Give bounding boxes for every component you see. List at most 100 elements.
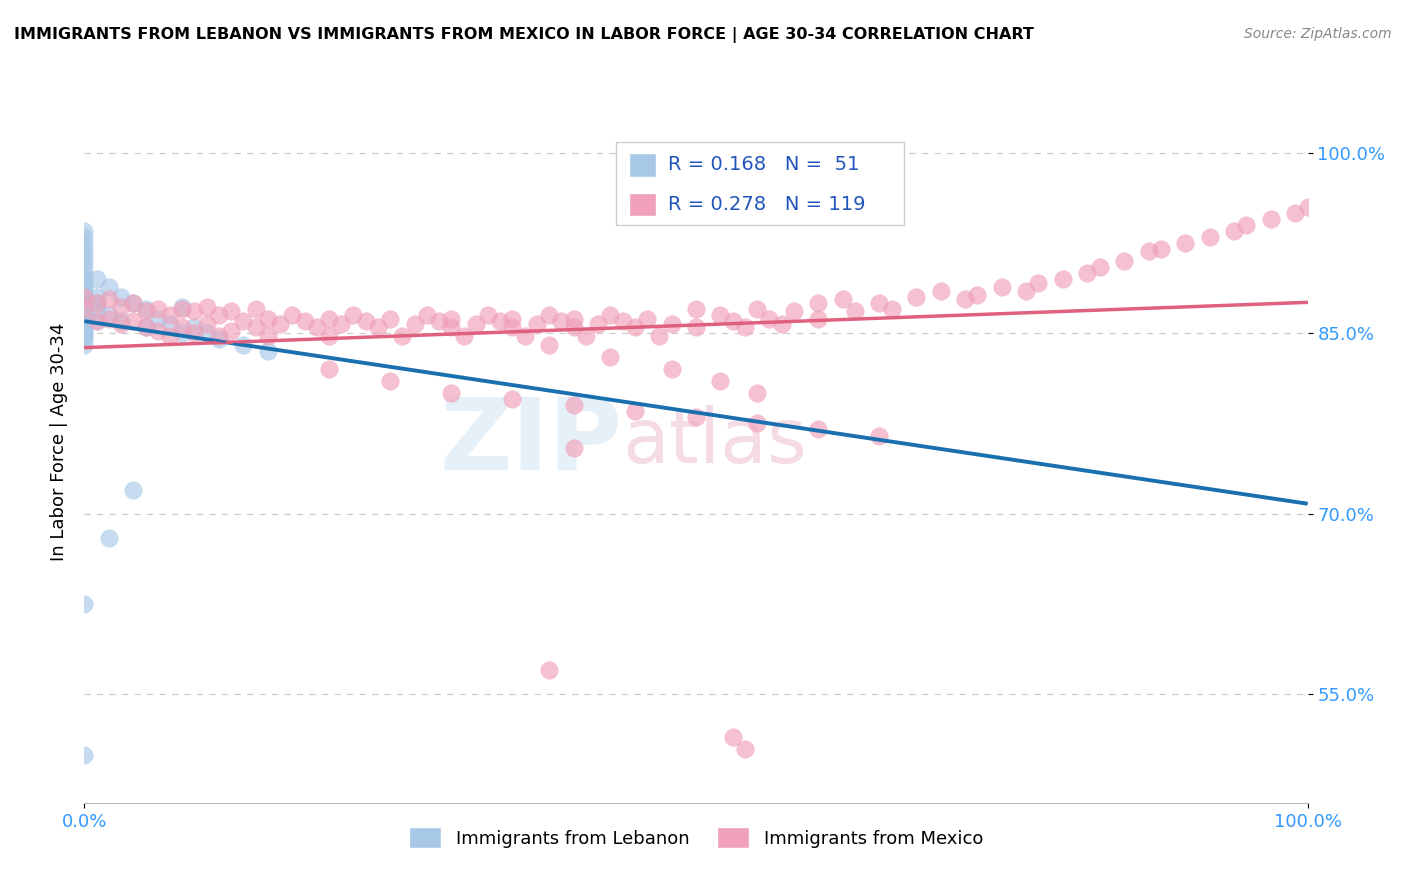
Point — [648, 328, 671, 343]
Point — [257, 328, 280, 343]
Point — [86, 296, 108, 310]
Point — [73, 597, 96, 611]
Point — [367, 320, 389, 334]
Point — [721, 314, 744, 328]
Point — [807, 296, 830, 310]
Legend: Immigrants from Lebanon, Immigrants from Mexico: Immigrants from Lebanon, Immigrants from… — [402, 820, 990, 855]
Point — [380, 374, 402, 388]
Point — [844, 304, 866, 318]
Point — [73, 260, 96, 274]
Point — [747, 386, 769, 401]
Point — [208, 308, 231, 322]
Point — [1296, 200, 1319, 214]
Point — [219, 324, 242, 338]
Point — [513, 328, 536, 343]
Point — [208, 328, 231, 343]
Point — [1260, 211, 1282, 226]
Point — [122, 296, 145, 310]
Point — [734, 741, 756, 756]
Point — [562, 441, 585, 455]
Point — [195, 300, 218, 314]
Point — [73, 293, 96, 307]
Point — [1236, 218, 1258, 232]
Point — [1150, 242, 1173, 256]
Point — [489, 314, 512, 328]
Point — [1015, 284, 1038, 298]
Point — [73, 242, 96, 256]
Point — [232, 338, 254, 352]
Point — [526, 317, 548, 331]
Point — [807, 423, 830, 437]
Point — [73, 326, 96, 341]
Point — [73, 308, 96, 322]
Point — [135, 301, 157, 317]
Point — [502, 320, 524, 334]
Point — [219, 304, 242, 318]
FancyBboxPatch shape — [616, 142, 904, 225]
Point — [586, 317, 609, 331]
Point — [831, 293, 853, 307]
Point — [721, 730, 744, 744]
Point — [758, 311, 780, 326]
Bar — [628, 153, 655, 177]
Point — [575, 328, 598, 343]
Point — [464, 317, 486, 331]
Y-axis label: In Labor Force | Age 30-34: In Labor Force | Age 30-34 — [49, 322, 67, 561]
Point — [342, 308, 364, 322]
Point — [146, 324, 169, 338]
Point — [73, 296, 96, 310]
Point — [257, 311, 280, 326]
Text: ZIP: ZIP — [440, 393, 623, 490]
Point — [97, 311, 120, 326]
Point — [183, 326, 205, 341]
Point — [86, 301, 108, 317]
Point — [391, 328, 413, 343]
Point — [73, 224, 96, 238]
Point — [1137, 244, 1160, 259]
Point — [1174, 235, 1197, 250]
Point — [73, 311, 96, 326]
Point — [1114, 253, 1136, 268]
Point — [73, 272, 96, 286]
Point — [440, 320, 463, 334]
Point — [330, 317, 353, 331]
Point — [73, 290, 96, 304]
Point — [135, 320, 157, 334]
Point — [122, 314, 145, 328]
Point — [97, 308, 120, 322]
Point — [477, 308, 499, 322]
Point — [550, 314, 572, 328]
Point — [257, 344, 280, 359]
Point — [770, 317, 793, 331]
Point — [281, 308, 304, 322]
Point — [905, 290, 928, 304]
Point — [880, 301, 903, 317]
Point — [440, 311, 463, 326]
Point — [122, 483, 145, 497]
Point — [966, 287, 988, 301]
Point — [318, 311, 340, 326]
Point — [245, 301, 267, 317]
Point — [172, 320, 194, 334]
Point — [73, 747, 96, 762]
Point — [172, 326, 194, 341]
Point — [562, 311, 585, 326]
Point — [73, 277, 96, 292]
Point — [110, 317, 132, 331]
Point — [1223, 224, 1246, 238]
Point — [661, 362, 683, 376]
Point — [73, 290, 96, 304]
Point — [73, 328, 96, 343]
Text: Source: ZipAtlas.com: Source: ZipAtlas.com — [1244, 27, 1392, 41]
Point — [73, 317, 96, 331]
Point — [416, 308, 439, 322]
Point — [1088, 260, 1111, 274]
Text: IMMIGRANTS FROM LEBANON VS IMMIGRANTS FROM MEXICO IN LABOR FORCE | AGE 30-34 COR: IMMIGRANTS FROM LEBANON VS IMMIGRANTS FR… — [14, 27, 1033, 43]
Point — [538, 308, 561, 322]
Point — [73, 338, 96, 352]
Point — [159, 328, 181, 343]
Point — [294, 314, 316, 328]
Point — [183, 320, 205, 334]
Point — [747, 417, 769, 431]
Point — [73, 332, 96, 346]
